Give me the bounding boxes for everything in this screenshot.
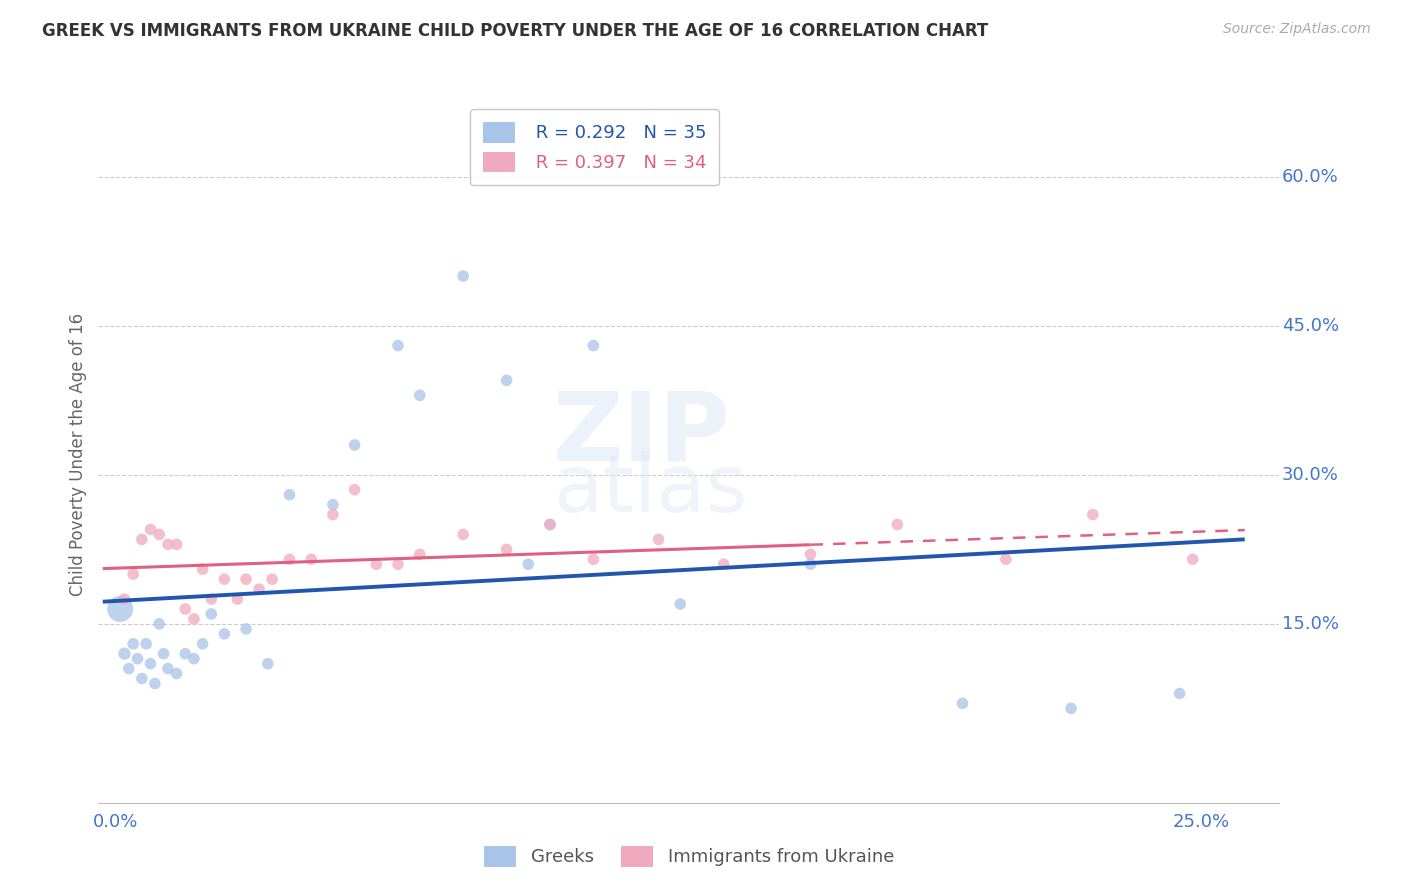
Point <box>495 373 517 387</box>
Point <box>343 438 366 452</box>
Point <box>247 582 270 596</box>
Point <box>156 537 179 551</box>
Point <box>131 672 153 686</box>
Y-axis label: Child Poverty Under the Age of 16: Child Poverty Under the Age of 16 <box>69 313 87 597</box>
Point <box>214 572 236 586</box>
Point <box>127 651 149 665</box>
Point <box>139 523 162 537</box>
Text: 45.0%: 45.0% <box>1282 317 1339 334</box>
Point <box>952 697 974 711</box>
Text: GREEK VS IMMIGRANTS FROM UKRAINE CHILD POVERTY UNDER THE AGE OF 16 CORRELATION C: GREEK VS IMMIGRANTS FROM UKRAINE CHILD P… <box>42 22 988 40</box>
Point <box>191 637 214 651</box>
Point <box>278 552 301 566</box>
Point <box>366 558 388 572</box>
Point <box>118 662 141 676</box>
Point <box>299 552 322 566</box>
Point <box>191 562 214 576</box>
Point <box>538 517 561 532</box>
Point <box>322 498 344 512</box>
Point <box>235 572 257 586</box>
Point <box>387 338 409 352</box>
Point <box>235 622 257 636</box>
Point <box>114 647 136 661</box>
Point <box>174 602 197 616</box>
Point <box>886 517 908 532</box>
Point <box>183 651 205 665</box>
Point <box>122 637 145 651</box>
Point <box>582 338 605 352</box>
Point <box>174 647 197 661</box>
Point <box>994 552 1017 566</box>
Text: 15.0%: 15.0% <box>1282 615 1339 633</box>
Point <box>451 268 474 283</box>
Legend: Greeks, Immigrants from Ukraine: Greeks, Immigrants from Ukraine <box>477 838 901 874</box>
Point <box>122 567 145 582</box>
Point <box>148 616 170 631</box>
Point <box>1181 552 1204 566</box>
Point <box>166 537 188 551</box>
Point <box>226 592 249 607</box>
Point <box>200 607 222 621</box>
Point <box>517 558 540 572</box>
Point <box>131 533 153 547</box>
Point <box>343 483 366 497</box>
Point <box>214 627 236 641</box>
Point <box>387 558 409 572</box>
Point <box>143 676 166 690</box>
Point <box>1081 508 1104 522</box>
Point <box>156 662 179 676</box>
Point <box>451 527 474 541</box>
Point <box>409 547 432 561</box>
Point <box>148 527 170 541</box>
Point <box>1168 686 1191 700</box>
Point <box>135 637 157 651</box>
Point <box>108 602 131 616</box>
Point <box>114 592 136 607</box>
Point <box>669 597 692 611</box>
Point <box>582 552 605 566</box>
Point <box>799 558 821 572</box>
Point <box>139 657 162 671</box>
Point <box>713 558 735 572</box>
Point <box>262 572 284 586</box>
Point <box>152 647 174 661</box>
Point <box>256 657 278 671</box>
Point <box>183 612 205 626</box>
Point <box>1060 701 1083 715</box>
Point <box>278 488 301 502</box>
Point <box>322 508 344 522</box>
Text: 60.0%: 60.0% <box>1282 168 1339 186</box>
Point <box>538 517 561 532</box>
Point <box>166 666 188 681</box>
Text: 30.0%: 30.0% <box>1282 466 1339 483</box>
Text: atlas: atlas <box>553 450 748 529</box>
Point <box>409 388 432 402</box>
Point <box>200 592 222 607</box>
Text: ZIP: ZIP <box>553 387 731 481</box>
Point <box>647 533 669 547</box>
Text: Source: ZipAtlas.com: Source: ZipAtlas.com <box>1223 22 1371 37</box>
Point <box>799 547 821 561</box>
Point <box>495 542 517 557</box>
